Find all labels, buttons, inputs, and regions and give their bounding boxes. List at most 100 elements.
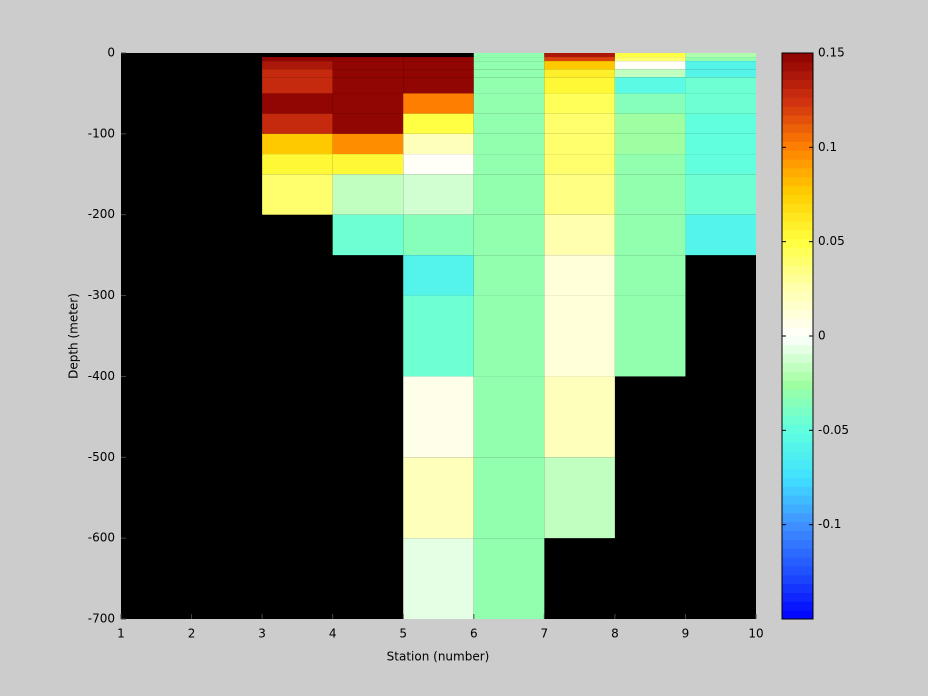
- cell: [473, 69, 545, 78]
- cell: [685, 53, 756, 58]
- cell: [614, 69, 686, 78]
- cell: [262, 133, 333, 155]
- cell: [544, 77, 615, 94]
- cell: [473, 57, 545, 62]
- cell: [473, 214, 545, 256]
- cell: [403, 457, 474, 539]
- colorbar-swatch: [782, 442, 813, 452]
- colorbar-swatch: [782, 592, 813, 602]
- colorbar-swatch: [782, 565, 813, 576]
- cell: [544, 113, 615, 134]
- cell: [544, 61, 615, 70]
- cell: [262, 154, 333, 175]
- y-tick-label: -100: [88, 126, 115, 140]
- colorbar-swatch: [782, 495, 813, 505]
- colorbar-swatch: [782, 70, 813, 81]
- cell: [403, 61, 474, 70]
- cell: [614, 255, 686, 296]
- cell: [473, 61, 545, 70]
- colorbar-swatch: [782, 114, 813, 125]
- colorbar-swatch: [782, 291, 813, 302]
- colorbar-swatch: [782, 574, 813, 585]
- cell: [473, 154, 545, 175]
- cell: [262, 69, 333, 78]
- cell: [614, 57, 686, 62]
- x-tick-label: 4: [329, 627, 337, 641]
- colorbar-swatch: [782, 344, 813, 355]
- cell: [685, 57, 756, 62]
- colorbar-tick-label: -0.05: [818, 423, 849, 437]
- cell: [403, 255, 474, 296]
- cell: [473, 53, 545, 58]
- colorbar-swatch: [782, 97, 813, 107]
- colorbar-swatch: [782, 327, 813, 337]
- cell: [473, 538, 545, 619]
- y-tick-label: 0: [107, 46, 115, 60]
- colorbar-swatch: [782, 309, 813, 319]
- cell: [614, 61, 686, 70]
- cell: [685, 93, 756, 114]
- colorbar-swatch: [782, 106, 813, 116]
- y-tick-label: -400: [88, 369, 115, 383]
- x-tick-label: 3: [258, 627, 266, 641]
- cell: [262, 113, 333, 134]
- cell: [685, 174, 756, 215]
- y-tick-label: -300: [88, 288, 115, 302]
- colorbar-swatch: [782, 530, 813, 540]
- colorbar-swatch: [782, 397, 813, 408]
- colorbar-swatch: [782, 512, 813, 523]
- cell: [544, 174, 615, 215]
- cell: [473, 174, 545, 215]
- colorbar-swatch: [782, 159, 813, 169]
- colorbar-swatch: [782, 353, 813, 364]
- cell: [332, 93, 404, 114]
- colorbar-swatch: [782, 583, 813, 593]
- cell: [332, 77, 404, 94]
- colorbar-tick-label: 0.15: [818, 46, 845, 60]
- colorbar-swatch: [782, 61, 813, 72]
- cell: [262, 93, 333, 114]
- cell: [332, 174, 404, 215]
- cell: [403, 295, 474, 377]
- colorbar-swatch: [782, 610, 813, 620]
- cell: [403, 57, 474, 62]
- cell: [473, 376, 545, 458]
- cell: [332, 61, 404, 70]
- colorbar-swatch: [782, 212, 813, 222]
- colorbar-swatch: [782, 300, 813, 310]
- colorbar-swatch: [782, 282, 813, 293]
- cell: [403, 214, 474, 256]
- colorbar-tick-label: 0: [818, 329, 826, 343]
- colorbar-swatch: [782, 548, 813, 558]
- x-tick-label: 7: [541, 627, 549, 641]
- x-tick-label: 10: [748, 627, 763, 641]
- colorbar-swatch: [782, 415, 813, 425]
- colorbar-swatch: [782, 229, 813, 240]
- colorbar-swatch: [782, 176, 813, 187]
- cell: [544, 376, 615, 458]
- colorbar-swatch: [782, 450, 813, 461]
- cell: [473, 93, 545, 114]
- colorbar-tick-label: 0.05: [818, 234, 845, 248]
- colorbar-swatch: [782, 238, 813, 249]
- colorbar-swatch: [782, 167, 813, 178]
- colorbar-swatch: [782, 150, 813, 160]
- x-tick-label: 1: [117, 627, 125, 641]
- colorbar-swatch: [782, 247, 813, 257]
- cell: [403, 538, 474, 619]
- colorbar-swatch: [782, 336, 813, 346]
- cell: [614, 113, 686, 134]
- cell: [544, 214, 615, 256]
- cell: [332, 214, 404, 256]
- cell: [403, 174, 474, 215]
- colorbar-swatch: [782, 274, 813, 284]
- cell: [332, 133, 404, 155]
- colorbar-swatch: [782, 521, 813, 532]
- colorbar-swatch: [782, 256, 813, 266]
- colorbar-swatch: [782, 504, 813, 514]
- x-tick-label: 2: [188, 627, 196, 641]
- cell: [262, 57, 333, 62]
- colorbar-tick-label: -0.1: [818, 517, 841, 531]
- y-tick-label: -600: [88, 531, 115, 545]
- y-axis-label: Depth (meter): [67, 293, 81, 379]
